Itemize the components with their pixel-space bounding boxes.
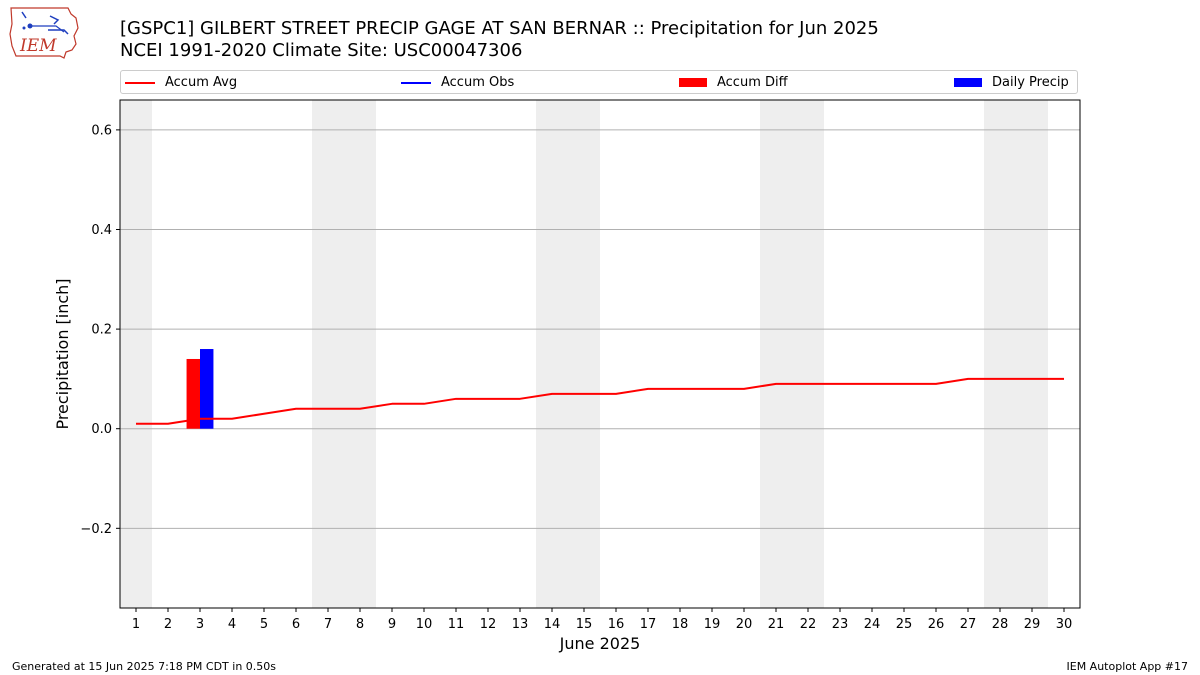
weekend-shade-day-15 [568,100,600,608]
x-tick-label: 23 [832,617,849,632]
legend-item-daily-precip: Daily Precip [954,74,1069,92]
y-tick-label: 0.2 [91,323,112,338]
x-tick-label: 2 [164,617,172,632]
x-tick-label: 1 [132,617,140,632]
logo-text: IEM [19,36,57,56]
y-tick-label: −0.2 [80,522,112,537]
x-tick-label: 28 [992,617,1009,632]
x-tick-label: 24 [864,617,881,632]
x-tick-label: 3 [196,617,204,632]
x-tick-label: 25 [896,617,913,632]
legend-swatch-daily-precip [954,78,982,87]
x-tick-label: 11 [448,617,465,632]
legend-label-accum-avg: Accum Avg [165,75,238,90]
weekend-shade-day-29 [1016,100,1048,608]
weekend-shade-day-14 [536,100,568,608]
iem-logo: IEM [8,6,80,60]
x-tick-label: 26 [928,617,945,632]
legend-label-daily-precip: Daily Precip [992,75,1069,90]
autoplot-app-label: IEM Autoplot App #17 [1066,660,1189,673]
x-tick-label: 14 [544,617,561,632]
x-tick-label: 15 [576,617,593,632]
x-tick-label: 19 [704,617,721,632]
x-tick-label: 27 [960,617,977,632]
iowa-state-outline-logo-icon: IEM [9,7,79,59]
x-tick-label: 29 [1024,617,1041,632]
weekend-shade-day-8 [344,100,376,608]
x-tick-label: 20 [736,617,753,632]
weekend-shade-day-7 [312,100,344,608]
x-tick-label: 18 [672,617,689,632]
legend-swatch-accum-avg [125,81,155,84]
x-tick-label: 22 [800,617,817,632]
weekend-shade-day-21 [760,100,792,608]
x-tick-label: 10 [416,617,433,632]
x-tick-label: 4 [228,617,236,632]
legend-item-accum-diff: Accum Diff [679,74,788,92]
weekend-shade-day-22 [792,100,824,608]
line-accum-avg [136,377,1064,425]
legend-swatch-accum-obs [401,81,431,84]
y-axis-label: Precipitation [inch] [53,278,72,429]
legend-item-accum-avg: Accum Avg [125,74,237,92]
x-tick-label: 30 [1056,617,1073,632]
x-tick-label: 12 [480,617,497,632]
legend-label-accum-obs: Accum Obs [441,75,515,90]
chart-title: [GSPC1] GILBERT STREET PRECIP GAGE AT SA… [120,18,879,62]
plot-frame [119,99,1081,609]
x-tick-label: 17 [640,617,657,632]
generated-timestamp: Generated at 15 Jun 2025 7:18 PM CDT in … [12,660,277,673]
x-tick-label: 16 [608,617,625,632]
weekend-shade-day-1 [120,100,152,608]
legend-item-accum-obs: Accum Obs [401,74,514,92]
weekend-shade-day-28 [984,100,1016,608]
x-tick-label: 21 [768,617,785,632]
y-tick-label: 0.4 [91,223,112,238]
x-tick-label: 9 [388,617,396,632]
legend-label-accum-diff: Accum Diff [717,75,788,90]
y-tick-label: 0.0 [91,422,112,437]
chart-title-line1: [GSPC1] GILBERT STREET PRECIP GAGE AT SA… [120,18,879,39]
x-tick-label: 7 [324,617,332,632]
x-axis-label: June 2025 [559,634,641,653]
x-tick-label: 8 [356,617,364,632]
chart-title-line2: NCEI 1991-2020 Climate Site: USC00047306 [120,40,523,61]
legend-swatch-accum-diff [679,78,707,87]
x-tick-label: 6 [292,617,300,632]
x-tick-label: 5 [260,617,268,632]
chart-legend: Accum Avg Accum Obs Accum Diff Daily Pre… [120,70,1078,94]
x-tick-label: 13 [512,617,529,632]
y-tick-label: 0.6 [91,123,112,138]
bar-accum-diff-day-3 [186,358,200,429]
bar-daily-precip-day-3 [200,349,214,429]
